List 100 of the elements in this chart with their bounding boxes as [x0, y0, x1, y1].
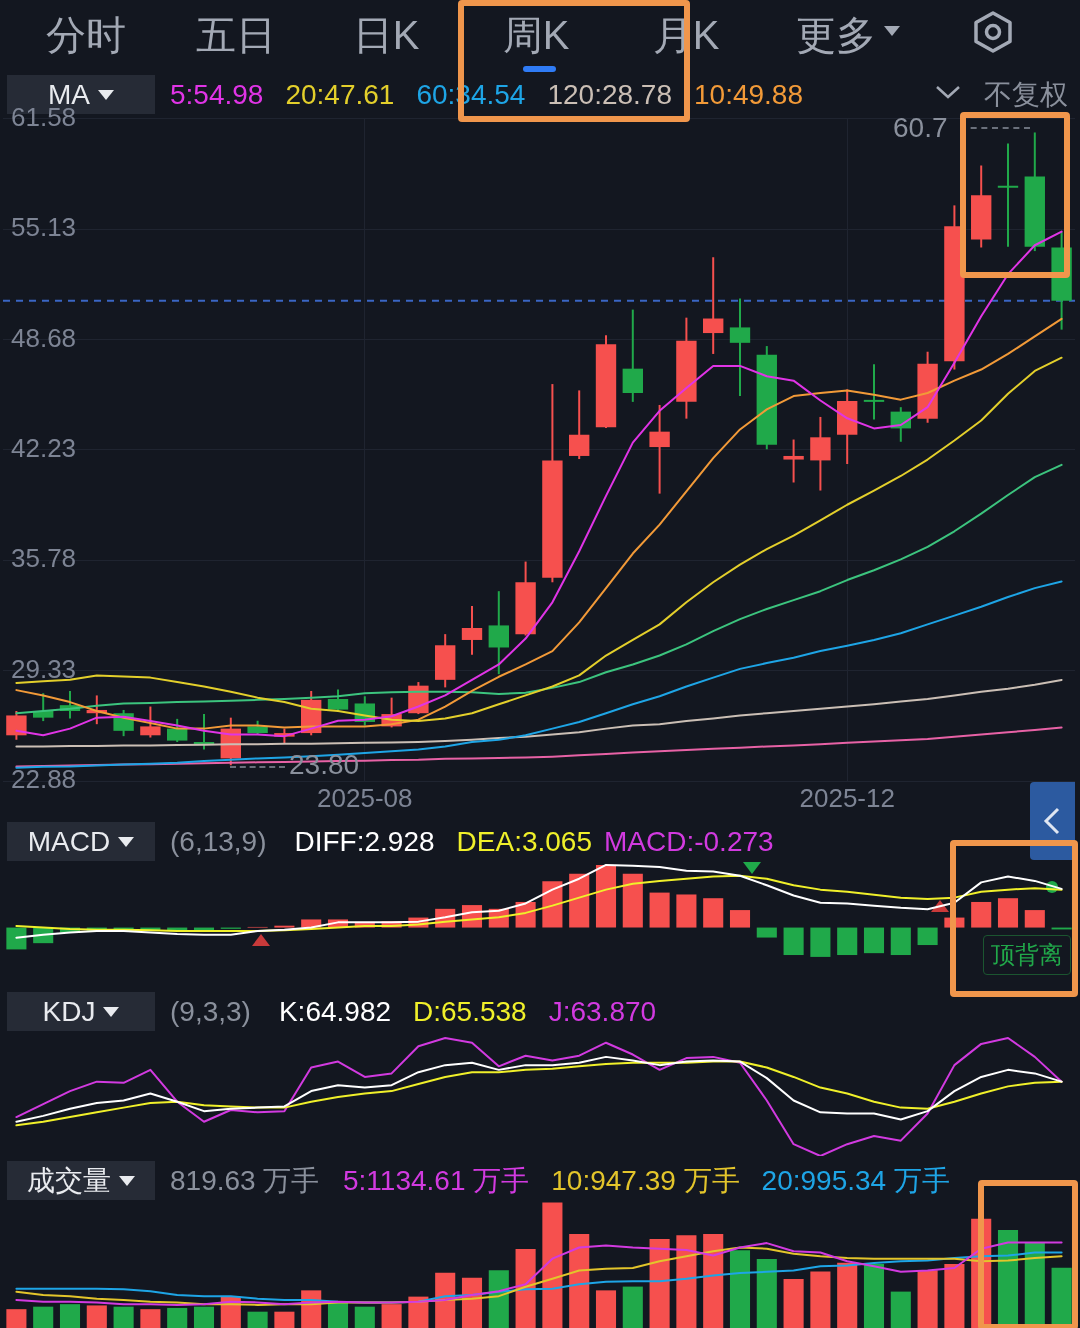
bar: [595, 865, 617, 928]
y-tick-label: 35.78: [11, 543, 77, 574]
chart-subtitle: (9,3,3): [170, 996, 251, 1028]
bar: [729, 910, 751, 928]
bar: [435, 1272, 456, 1328]
candlestick: [6, 709, 27, 741]
bar: [729, 1250, 751, 1328]
bar: [515, 1248, 536, 1328]
candlestick: [863, 363, 885, 421]
candlestick: [783, 438, 804, 484]
bar: [381, 1304, 402, 1328]
bar: [997, 898, 1019, 928]
bar: [301, 919, 322, 928]
bar: [59, 1304, 81, 1328]
bar: [569, 1233, 590, 1328]
series-label: J:63.870: [548, 996, 657, 1028]
candlestick: [997, 142, 1019, 248]
text: 5:1134.61 万手: [343, 1164, 530, 1198]
series-label: 10:947.39 万手: [551, 1164, 740, 1198]
candlestick: [167, 717, 188, 743]
text: 5:54.98: [170, 79, 264, 111]
bar: [944, 1264, 965, 1328]
series-label: K:64.982: [278, 996, 392, 1028]
bar: [649, 892, 670, 928]
bar: [113, 1306, 134, 1328]
candlestick: [703, 256, 724, 355]
chart-title: KDJ: [42, 995, 96, 1028]
bar: [569, 873, 590, 928]
bar: [247, 1311, 268, 1328]
chart-subtitle: (6,13,9): [170, 826, 267, 858]
annotation: 60.7: [893, 111, 948, 145]
bar: [863, 927, 885, 954]
x-tick-label: 2025-12: [799, 782, 895, 813]
bar: [140, 1309, 161, 1328]
text: 周K: [501, 12, 571, 59]
bar: [703, 898, 724, 928]
bar: [542, 1202, 563, 1328]
y-tick-label: 55.13: [11, 212, 77, 243]
bar: [837, 1262, 858, 1328]
candlestick: [140, 705, 161, 739]
bar: [86, 1305, 107, 1328]
text: 不复权: [984, 78, 1068, 112]
bar: [6, 927, 27, 950]
bar: [649, 1238, 670, 1328]
bar: [837, 927, 858, 956]
text: 20:995.34 万手: [761, 1164, 950, 1198]
candlestick: [729, 297, 751, 398]
text: DIFF:2.928: [294, 826, 435, 858]
bar: [810, 1271, 831, 1328]
candlestick: [810, 415, 831, 492]
bar: [488, 1270, 509, 1328]
text: 分时: [45, 12, 127, 59]
bar: [810, 927, 831, 957]
candlestick: [461, 604, 483, 656]
y-tick-label: 29.33: [11, 653, 77, 684]
candlestick: [649, 403, 670, 495]
text: 20:47.61: [285, 79, 395, 111]
bar: [917, 927, 938, 946]
bar: [167, 1307, 188, 1328]
bar: [6, 1309, 27, 1328]
bar: [595, 1290, 617, 1328]
text: 10:49.88: [694, 79, 803, 111]
bar: [676, 1235, 697, 1328]
bar: [756, 927, 777, 938]
bar: [703, 1233, 724, 1328]
bar: [783, 927, 804, 956]
bar: [622, 873, 643, 928]
chart-subtitle: 819.63 万手: [170, 1164, 320, 1198]
y-tick-label: 48.68: [11, 322, 77, 353]
series-label: DEA:3.065: [456, 826, 592, 858]
bar: [917, 1270, 938, 1328]
bar: [193, 1306, 215, 1328]
bar: [327, 1301, 349, 1328]
y-tick-label: 22.88: [11, 764, 77, 795]
series-label: D:65.538: [413, 996, 527, 1028]
candlestick: [488, 590, 509, 676]
chart-title: MACD: [27, 825, 111, 858]
bar: [676, 894, 697, 928]
text: 月K: [651, 12, 721, 59]
series-label: MACD:-0.273: [604, 826, 774, 858]
bar: [783, 1279, 804, 1328]
text: 120:28.78: [547, 79, 672, 111]
text: 日K: [351, 12, 421, 59]
bar: [890, 1291, 911, 1328]
bar: [542, 881, 563, 928]
bar: [1024, 910, 1045, 928]
bar: [354, 1306, 375, 1328]
text: 更多: [795, 12, 877, 59]
bar: [274, 1311, 295, 1328]
chart-title: 成交量: [27, 1163, 111, 1198]
bar: [408, 1296, 429, 1328]
bar: [863, 1264, 885, 1328]
y-tick-label: 42.23: [11, 432, 77, 463]
text: 五日: [195, 12, 277, 59]
candlestick: [569, 389, 590, 461]
bar: [33, 1306, 54, 1328]
bar: [622, 1286, 643, 1328]
x-tick-label: 2025-08: [317, 782, 413, 813]
bar: [756, 1258, 777, 1328]
annotation: 顶背离: [983, 935, 1071, 975]
